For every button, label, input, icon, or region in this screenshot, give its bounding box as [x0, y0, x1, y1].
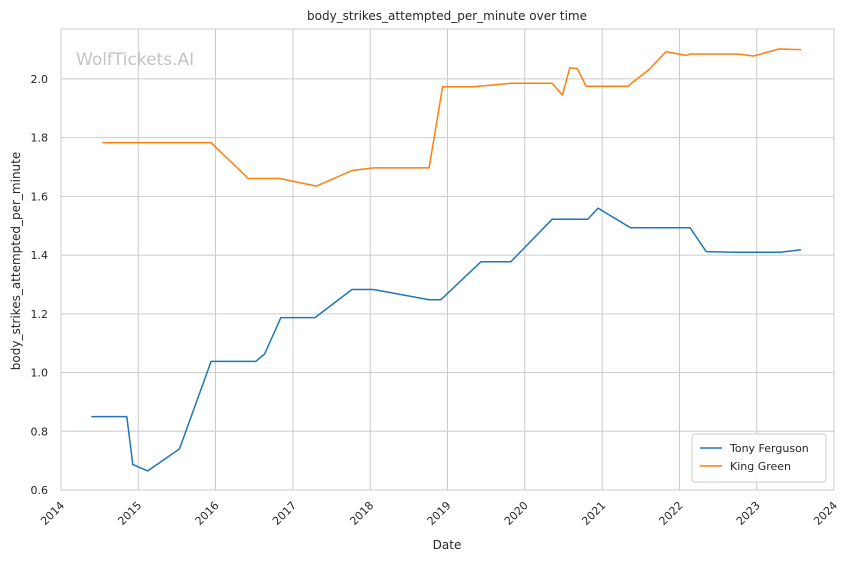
grid: [60, 29, 835, 491]
y-tick-label: 1.6: [31, 190, 49, 203]
plot-frame: [60, 28, 835, 491]
x-tick-label: 2023: [734, 499, 763, 528]
series-line-king-green: [102, 48, 802, 187]
y-tick-label: 0.8: [31, 425, 49, 438]
y-tick-label: 1.2: [31, 308, 49, 321]
watermark: WolfTickets.AI: [76, 50, 194, 70]
x-axis-label: Date: [433, 538, 462, 552]
legend-label: King Green: [730, 460, 791, 473]
x-tick-label: 2017: [270, 499, 299, 528]
y-tick-label: 2.0: [31, 73, 49, 86]
series-layer: [91, 48, 802, 472]
x-tick-label: 2019: [425, 499, 454, 528]
x-tick-label: 2016: [193, 499, 222, 528]
x-axis-ticks: 2014 2015 2016 2017 2018 2019 2020 2021 2022 2023…: [38, 499, 840, 528]
y-axis-label: body_strikes_attempted_per_minute: [9, 152, 23, 370]
y-axis-ticks: 0.6 0.8 1.0 1.2 1.4 1.6 1.8 2.0: [31, 73, 49, 497]
legend-box: [691, 433, 827, 483]
y-tick-label: 0.6: [31, 484, 49, 497]
x-tick-label: 2020: [502, 499, 531, 528]
y-tick-label: 1.0: [31, 367, 49, 380]
x-tick-label: 2021: [579, 499, 608, 528]
y-tick-label: 1.8: [31, 132, 49, 145]
chart-title: body_strikes_attempted_per_minute over t…: [307, 9, 587, 23]
x-tick-label: 2014: [38, 499, 67, 528]
legend-label: Tony Ferguson: [729, 442, 809, 455]
y-tick-label: 1.4: [31, 249, 49, 262]
legend: Tony Ferguson King Green: [691, 433, 827, 483]
series-line-tony-ferguson: [91, 207, 802, 472]
x-tick-label: 2022: [657, 499, 686, 528]
x-tick-label: 2018: [347, 499, 376, 528]
x-tick-label: 2015: [115, 499, 144, 528]
x-tick-label: 2024: [811, 499, 840, 528]
